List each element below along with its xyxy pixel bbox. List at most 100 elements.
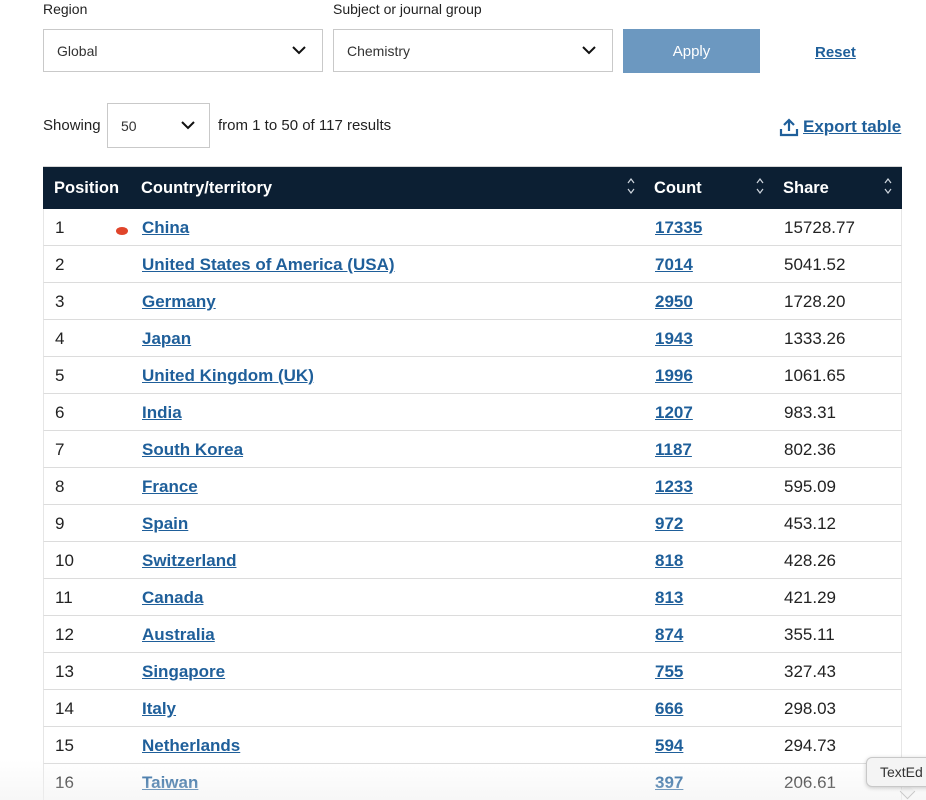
position-cell: 9	[55, 514, 65, 533]
share-cell: 327.43	[784, 662, 836, 681]
position-cell: 4	[55, 329, 65, 348]
country-link[interactable]: Germany	[142, 292, 216, 311]
share-cell: 298.03	[784, 699, 836, 718]
table-row: 9 Spain 972 453.12	[43, 505, 902, 542]
count-link[interactable]: 17335	[655, 218, 703, 237]
table-row: 11 Canada 813 421.29	[43, 579, 902, 616]
table-row: 8 France 1233 595.09	[43, 468, 902, 505]
position-cell: 12	[55, 625, 74, 644]
header-share[interactable]: Share	[783, 179, 829, 197]
count-link[interactable]: 874	[655, 625, 684, 644]
table-row: 7 South Korea 1187 802.36	[43, 431, 902, 468]
export-table-label: Export table	[803, 117, 902, 136]
table-row: 16 Taiwan 397 206.61	[43, 764, 902, 800]
share-cell: 355.11	[784, 625, 835, 644]
share-cell: 453.12	[784, 514, 836, 533]
table-row: 1 China 17335 15728.77	[43, 209, 902, 246]
table-row: 12 Australia 874 355.11	[43, 616, 902, 653]
table-row: 13 Singapore 755 327.43	[43, 653, 902, 690]
share-cell: 5041.52	[784, 255, 846, 274]
position-cell: 14	[55, 699, 74, 718]
country-link[interactable]: China	[142, 218, 190, 237]
results-summary: from 1 to 50 of 117 results	[218, 117, 392, 134]
sort-icon[interactable]	[756, 177, 764, 195]
position-cell: 8	[55, 477, 65, 496]
table-row: 10 Switzerland 818 428.26	[43, 542, 902, 579]
share-cell: 428.26	[784, 551, 836, 570]
sort-icon[interactable]	[884, 177, 892, 195]
header-position[interactable]: Position	[54, 179, 120, 197]
position-cell: 7	[55, 440, 65, 459]
position-cell: 13	[55, 662, 74, 681]
position-cell: 5	[55, 366, 65, 385]
page-size-value: 50	[121, 117, 137, 134]
text-edit-tooltip: TextEd	[866, 757, 926, 787]
apply-button[interactable]: Apply	[623, 29, 760, 73]
position-cell: 10	[55, 551, 74, 570]
header-country[interactable]: Country/territory	[141, 179, 273, 197]
count-link[interactable]: 1996	[655, 366, 693, 385]
table-row: 6 India 1207 983.31	[43, 394, 902, 431]
subject-select[interactable]: Chemistry	[333, 29, 613, 72]
country-link[interactable]: Canada	[142, 588, 204, 607]
position-cell: 6	[55, 403, 65, 422]
position-cell: 11	[55, 588, 73, 607]
region-label: Region	[43, 1, 88, 17]
country-link[interactable]: United Kingdom (UK)	[142, 366, 314, 385]
header-count[interactable]: Count	[654, 179, 702, 197]
page-size-select[interactable]: 50	[107, 103, 210, 148]
country-link[interactable]: France	[142, 477, 198, 496]
export-table-link[interactable]: Export table	[779, 117, 901, 137]
share-cell: 595.09	[784, 477, 836, 496]
country-link[interactable]: Spain	[142, 514, 189, 533]
country-link[interactable]: Switzerland	[142, 551, 237, 570]
count-link[interactable]: 1187	[655, 440, 692, 459]
country-link[interactable]: Singapore	[142, 662, 226, 681]
count-link[interactable]: 1943	[655, 329, 693, 348]
share-cell: 1728.20	[784, 292, 846, 311]
count-link[interactable]: 755	[655, 662, 684, 681]
country-link[interactable]: India	[142, 403, 182, 422]
count-link[interactable]: 2950	[655, 292, 693, 311]
count-link[interactable]: 972	[655, 514, 684, 533]
count-link[interactable]: 818	[655, 551, 684, 570]
sort-icon[interactable]	[627, 177, 635, 195]
share-cell: 983.31	[784, 403, 836, 422]
annotation-marker	[116, 227, 128, 235]
share-cell: 421.29	[784, 588, 836, 607]
country-link[interactable]: South Korea	[142, 440, 244, 459]
country-link[interactable]: Australia	[142, 625, 215, 644]
country-link[interactable]: Japan	[142, 329, 192, 348]
position-cell: 16	[55, 773, 74, 792]
share-cell: 1333.26	[784, 329, 846, 348]
count-link[interactable]: 1207	[655, 403, 693, 422]
reset-link[interactable]: Reset	[815, 44, 856, 61]
share-cell: 206.61	[784, 773, 836, 792]
country-link[interactable]: Netherlands	[142, 736, 241, 755]
subject-label: Subject or journal group	[333, 1, 482, 17]
count-link[interactable]: 397	[655, 773, 684, 792]
country-link[interactable]: Italy	[142, 699, 177, 718]
position-cell: 1	[55, 218, 65, 237]
count-link[interactable]: 7014	[655, 255, 693, 274]
count-link[interactable]: 1233	[655, 477, 693, 496]
country-link[interactable]: United States of America (USA)	[142, 255, 395, 274]
region-select[interactable]: Global	[43, 29, 323, 72]
chevron-down-icon	[181, 121, 195, 130]
count-link[interactable]: 813	[655, 588, 684, 607]
count-link[interactable]: 666	[655, 699, 684, 718]
subject-select-value: Chemistry	[347, 42, 411, 59]
count-link[interactable]: 594	[655, 736, 684, 755]
table-row: 4 Japan 1943 1333.26	[43, 320, 902, 357]
share-cell: 1061.65	[784, 366, 846, 385]
table-row: 2 United States of America (USA) 7014 50…	[43, 246, 902, 283]
position-cell: 15	[55, 736, 74, 755]
chevron-down-icon	[582, 46, 596, 55]
position-cell: 2	[55, 255, 65, 274]
position-cell: 3	[55, 292, 65, 311]
upload-icon	[779, 118, 799, 137]
share-cell: 802.36	[784, 440, 836, 459]
region-select-value: Global	[57, 42, 98, 59]
country-link[interactable]: Taiwan	[142, 773, 199, 792]
